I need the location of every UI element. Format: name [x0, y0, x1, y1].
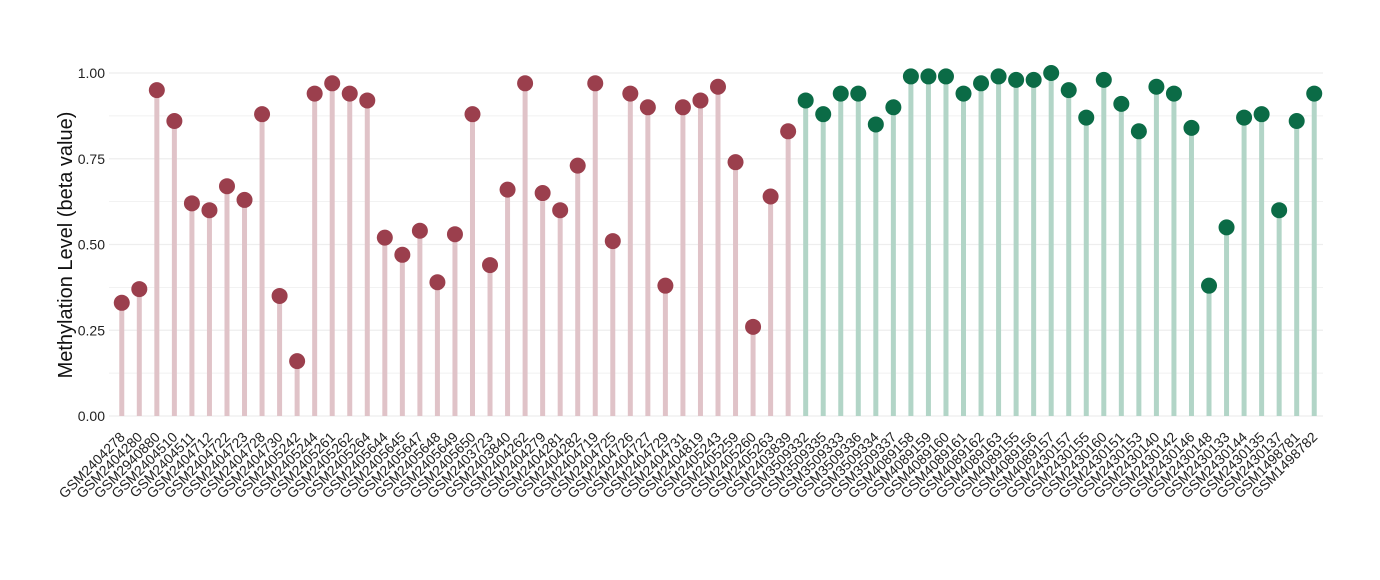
point-GSM3509332	[797, 92, 814, 109]
point-GSM2430160	[1095, 71, 1112, 88]
point-GSM2404262	[517, 75, 534, 92]
point-GSM2404510	[166, 113, 183, 130]
point-GSM1498781	[1288, 113, 1305, 130]
point-GSM4089162	[973, 75, 990, 92]
point-GSM2404725	[604, 233, 621, 250]
point-GSM2430148	[1201, 277, 1218, 294]
point-GSM2430153	[1130, 123, 1147, 140]
point-GSM4089157	[1043, 65, 1060, 81]
point-GSM2404719	[587, 75, 604, 92]
point-GSM2403723	[482, 257, 499, 274]
y-tick-label: 0.00	[78, 408, 105, 424]
point-GSM2405242	[289, 353, 306, 370]
point-GSM2405645	[394, 246, 411, 263]
point-GSM4089159	[920, 68, 937, 85]
point-GSM2404279	[534, 185, 551, 202]
x-axis-labels: GSM2404278GSM2404280GSM2940880GSM2404510…	[55, 429, 1320, 502]
point-GSM2404819	[692, 92, 709, 109]
point-GSM2430155	[1078, 109, 1095, 126]
point-GSM2404722	[218, 178, 235, 195]
point-GSM2404727	[639, 99, 656, 116]
point-GSM2404723	[236, 191, 253, 208]
point-GSM1498782	[1306, 85, 1323, 102]
point-GSM2405647	[411, 222, 428, 239]
point-GSM2405244	[306, 85, 323, 102]
point-GSM3509334	[867, 116, 884, 133]
point-GSM2404282	[569, 157, 586, 174]
point-GSM3509336	[850, 85, 867, 102]
point-GSM2940880	[148, 82, 165, 99]
point-GSM4089155	[1008, 71, 1025, 88]
point-GSM2404712	[201, 202, 218, 219]
point-GSM2430142	[1165, 85, 1182, 102]
point-GSM4089163	[990, 68, 1007, 85]
point-GSM3509337	[885, 99, 902, 116]
point-GSM2430144	[1236, 109, 1253, 126]
y-tick-label: 0.25	[78, 322, 105, 338]
point-GSM3509333	[832, 85, 849, 102]
point-GSM2405650	[464, 106, 481, 123]
point-GSM2405243	[710, 78, 726, 95]
point-GSM2404730	[271, 287, 288, 304]
point-GSM2403839	[780, 123, 797, 140]
point-GSM3509335	[815, 106, 832, 123]
point-GSM2405648	[429, 274, 446, 291]
point-GSM2405260	[745, 318, 762, 335]
point-GSM2404726	[622, 85, 639, 102]
point-GSM2404511	[183, 195, 200, 212]
y-tick-label: 0.75	[78, 151, 105, 167]
point-GSM2404728	[254, 106, 271, 123]
point-GSM2404731	[674, 99, 691, 116]
point-GSM2430151	[1113, 95, 1130, 112]
point-GSM2403840	[499, 181, 516, 198]
stems	[119, 73, 1317, 416]
y-axis-ticks: 0.00 0.25 0.50 0.75 1.00	[78, 65, 105, 424]
point-GSM4089156	[1025, 71, 1042, 88]
point-GSM2404278	[113, 294, 130, 311]
point-GSM2430137	[1271, 202, 1288, 219]
point-GSM2404281	[552, 202, 569, 219]
point-GSM2404280	[131, 281, 148, 298]
point-GSM2405263	[762, 188, 779, 205]
y-tick-label: 0.50	[78, 237, 105, 253]
y-tick-label: 1.00	[78, 65, 105, 81]
point-GSM2430140	[1148, 78, 1165, 95]
y-axis-title: Methylation Level (beta value)	[55, 112, 77, 379]
point-GSM2430146	[1183, 119, 1200, 136]
point-GSM2430133	[1218, 219, 1235, 236]
point-GSM2405259	[727, 154, 744, 171]
point-GSM4089160	[937, 68, 954, 85]
point-GSM2430135	[1253, 106, 1270, 123]
point-GSM2405262	[341, 85, 358, 102]
point-GSM4089161	[955, 85, 972, 102]
point-GSM2405264	[359, 92, 376, 109]
point-GSM4089158	[902, 68, 919, 85]
point-GSM2430157	[1060, 82, 1077, 99]
point-GSM2405644	[376, 229, 393, 246]
points	[113, 65, 1323, 370]
point-GSM2405649	[446, 226, 463, 243]
point-GSM2405261	[324, 75, 341, 92]
point-GSM2404729	[657, 277, 674, 294]
